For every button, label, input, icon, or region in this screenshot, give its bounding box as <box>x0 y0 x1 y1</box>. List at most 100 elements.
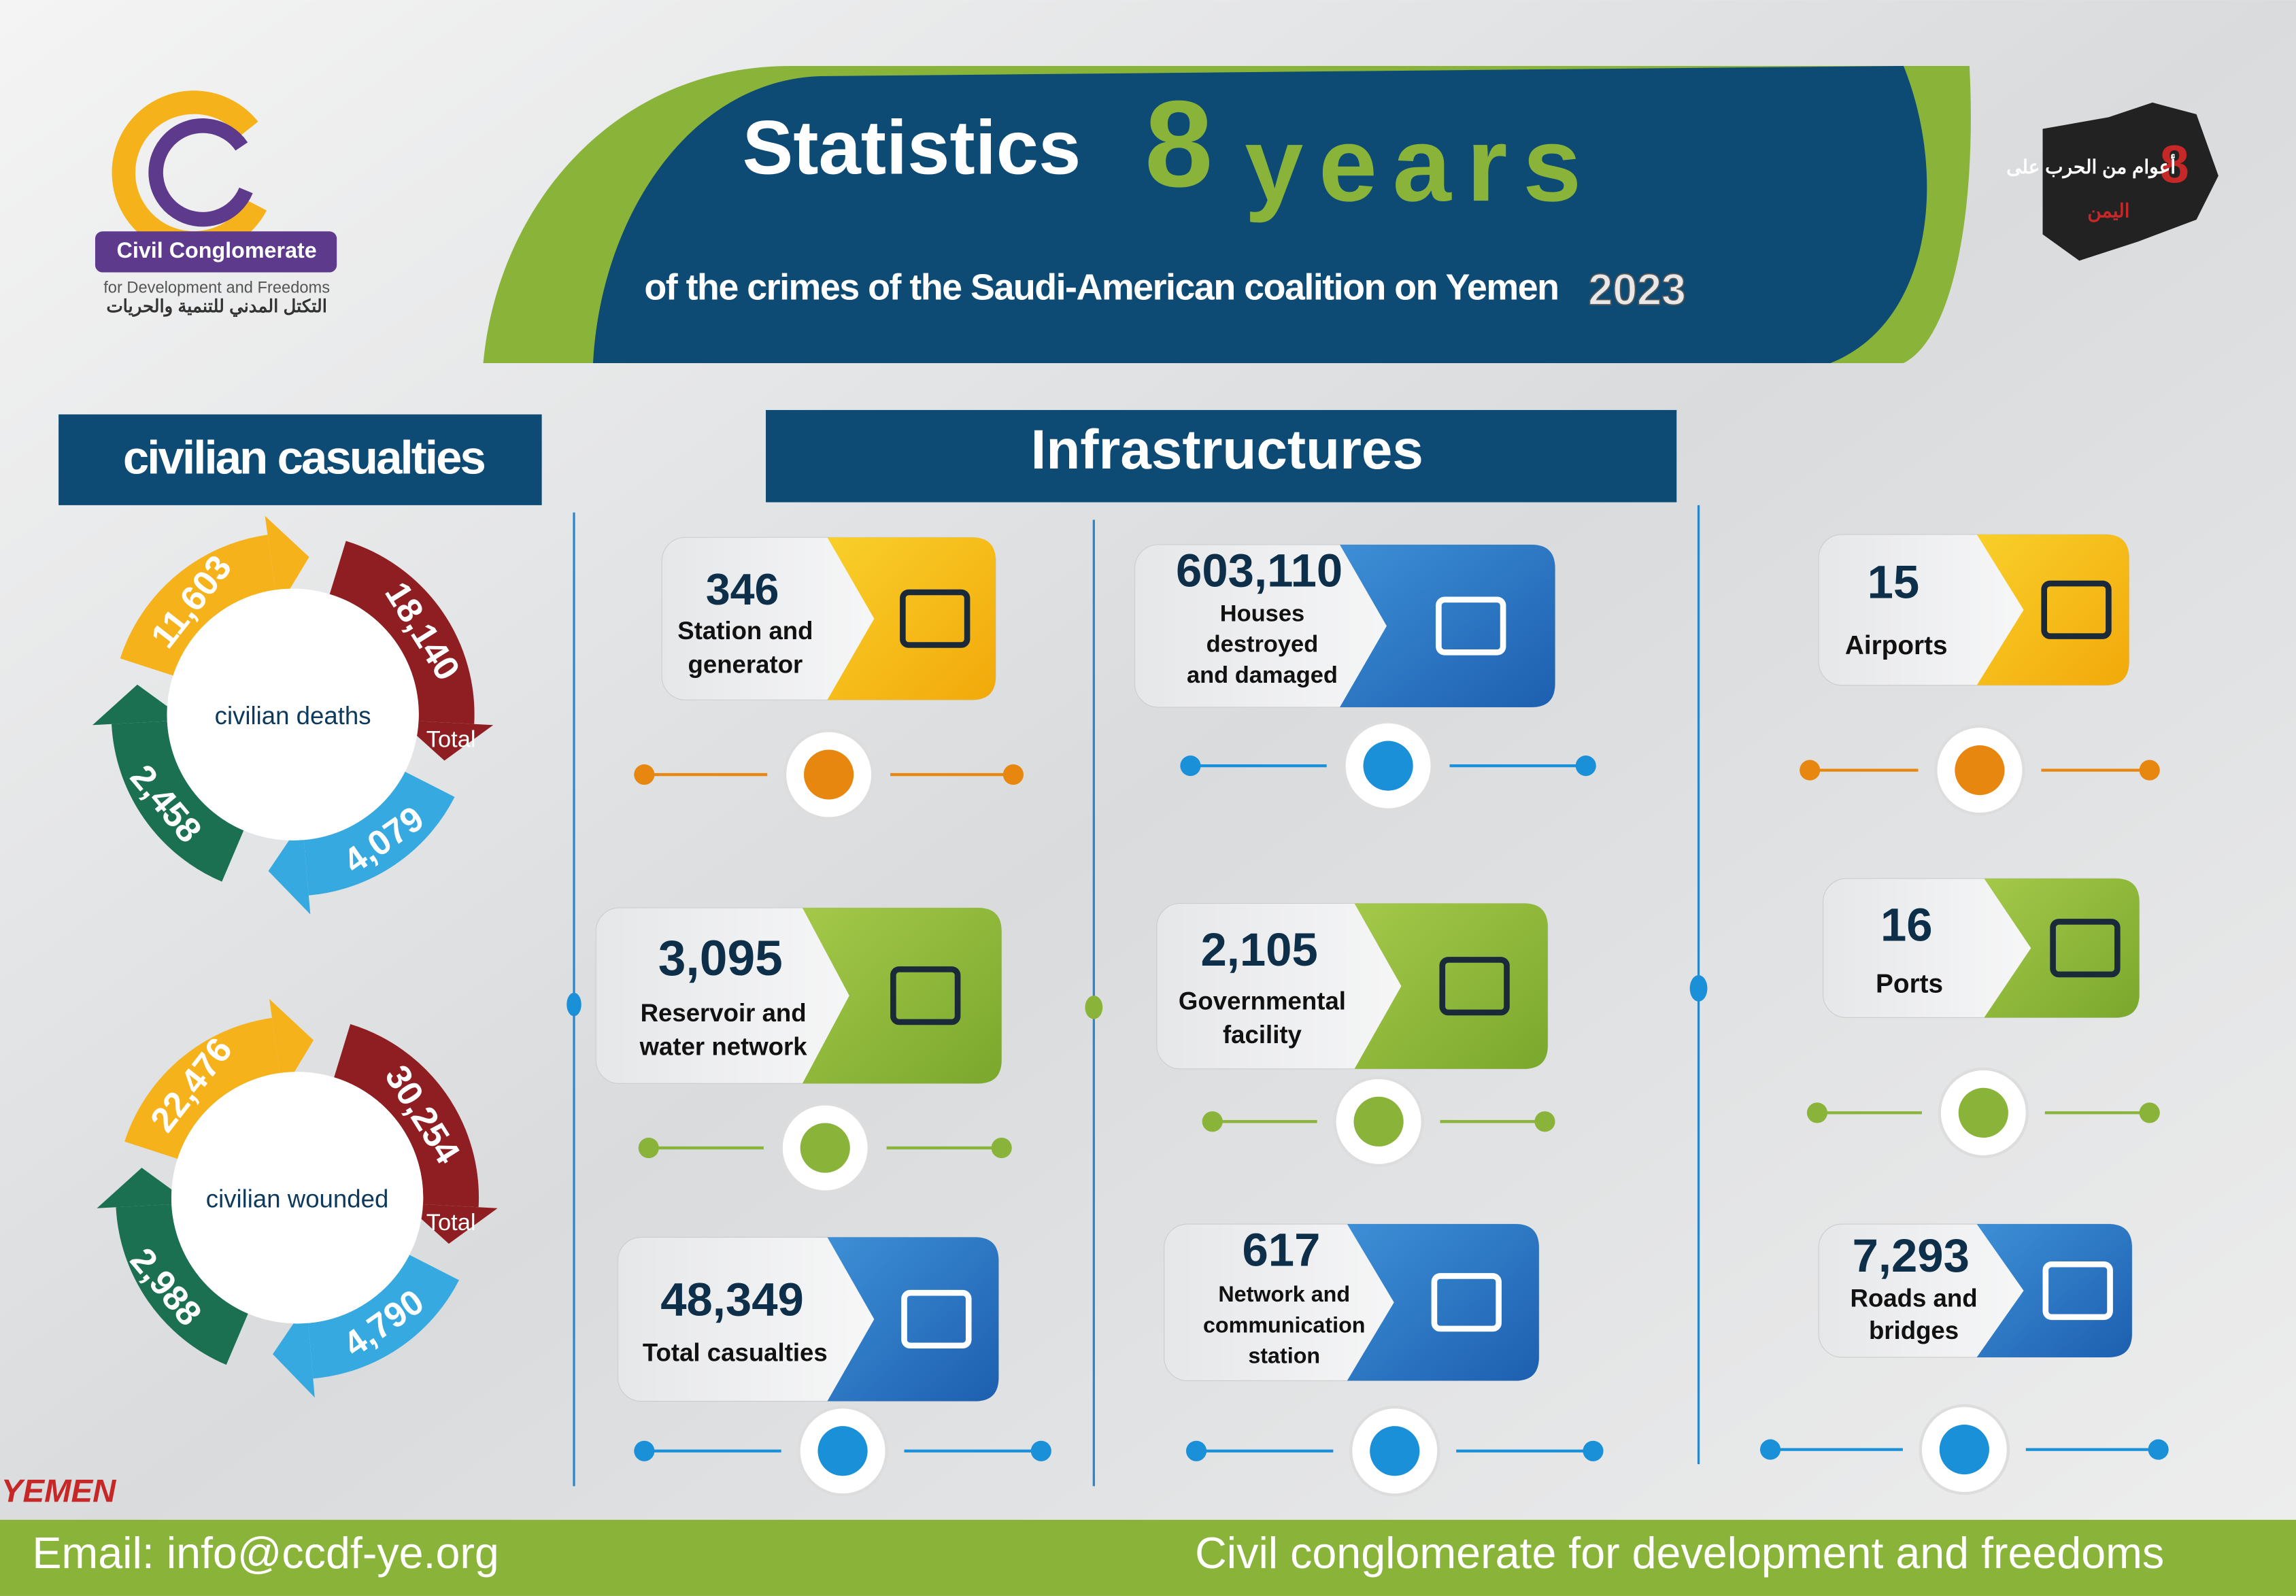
card-label: water network <box>639 1032 808 1060</box>
ring-segment <box>111 720 245 882</box>
title-word: years <box>1245 105 1581 223</box>
card-label: generator <box>688 650 803 678</box>
banner <box>592 65 1927 364</box>
ring-arrowhead <box>97 1168 191 1208</box>
connector-dot <box>2139 760 2160 781</box>
connector-dot <box>1180 755 1201 777</box>
card-accent <box>1984 878 2140 1018</box>
card-accent <box>827 1237 999 1402</box>
card-icon <box>901 1289 972 1349</box>
card-icon <box>2041 580 2112 639</box>
ring-arrowhead <box>273 1304 315 1398</box>
divider-dot <box>567 992 581 1017</box>
connector-dot <box>1534 1111 1555 1132</box>
connector-center <box>1955 745 2005 796</box>
badge-text: أعوام من الحرب على <box>2006 154 2176 179</box>
connector-dot <box>634 1440 655 1461</box>
card-label: Station and <box>677 617 813 645</box>
badge-map <box>2042 102 2218 261</box>
connector-dot <box>1800 760 1821 781</box>
card-accent <box>1347 1224 1539 1381</box>
card-icon <box>2050 919 2121 978</box>
card-label: Ports <box>1876 969 1943 998</box>
badge-number: 8 <box>2160 135 2189 194</box>
card-label: Network and <box>1218 1282 1350 1306</box>
ring-segment <box>333 1023 479 1208</box>
card-accent <box>1340 545 1555 708</box>
card-accent <box>1976 1224 2132 1357</box>
footer-bar <box>0 1519 2296 1596</box>
connector-center <box>1958 1087 2008 1138</box>
ring-center <box>171 1072 424 1324</box>
connector-dot <box>1583 1440 1604 1461</box>
footer-badge: YEMEN <box>1 1474 117 1510</box>
card-value: 48,349 <box>660 1274 804 1326</box>
connector-center <box>817 1426 868 1476</box>
ring-center <box>167 588 419 841</box>
connector-center <box>1370 1426 1420 1476</box>
ring-arrowhead <box>269 999 314 1092</box>
year: 2023 <box>1588 265 1686 314</box>
section-title: Infrastructures <box>1031 419 1423 481</box>
footer-email: Email: info@ccdf-ye.org <box>32 1529 499 1578</box>
card-label: facility <box>1223 1021 1302 1049</box>
card-accent <box>827 537 996 700</box>
connector-dot <box>1030 1440 1051 1461</box>
ring-segment <box>328 541 475 724</box>
card-accent <box>802 907 1002 1084</box>
ring-segment <box>307 1254 459 1379</box>
connector-center <box>800 1123 850 1173</box>
connector-dot <box>2148 1439 2169 1460</box>
connector-dot <box>1202 1111 1223 1132</box>
logo-box <box>95 231 337 273</box>
org-tagline: for Development and Freedoms <box>103 279 330 296</box>
card-icon <box>2042 1261 2113 1321</box>
card-label: destroyed <box>1206 632 1319 658</box>
ring-label: civilian deaths <box>215 702 371 730</box>
card-icon <box>890 966 961 1025</box>
badge-country: اليمن <box>2087 201 2129 223</box>
card-value: 7,293 <box>1853 1229 1970 1282</box>
card-icon <box>1431 1273 1502 1332</box>
connector-dot <box>1185 1440 1207 1461</box>
card-value: 16 <box>1880 898 1933 951</box>
ring-segment <box>116 1204 249 1365</box>
card-value: 617 <box>1242 1223 1320 1276</box>
card-value: 346 <box>706 565 779 614</box>
card-icon <box>1436 596 1506 656</box>
ring-arrowhead <box>268 821 311 915</box>
card-label: Total casualties <box>643 1338 828 1366</box>
connector-dot <box>634 764 655 785</box>
card-icon <box>1439 957 1510 1016</box>
connector-dot <box>1002 764 1024 785</box>
title: Statistics <box>743 105 1081 190</box>
title-number: 8 <box>1145 75 1213 213</box>
ring-total-label: Total <box>426 727 476 753</box>
card-accent <box>1354 903 1548 1069</box>
card-label: Houses <box>1220 600 1304 626</box>
card-label: bridges <box>1869 1317 1959 1344</box>
card-accent <box>1976 534 2129 685</box>
subtitle: of the crimes of the Saudi-American coal… <box>644 267 1559 308</box>
ring-arrowhead <box>404 1203 498 1244</box>
card-label: Airports <box>1845 631 1948 660</box>
card-value: 3,095 <box>658 930 783 986</box>
logo-arc <box>148 118 253 227</box>
footer-org: Civil conglomerate for development and f… <box>1195 1529 2164 1578</box>
connector-center <box>1939 1425 1989 1475</box>
ring-arrowhead <box>399 720 494 761</box>
card-value: 2,105 <box>1200 923 1317 976</box>
connector-center <box>1353 1096 1404 1147</box>
card-icon <box>900 589 970 648</box>
card-label: and damaged <box>1187 662 1338 688</box>
ring-total-label: Total <box>426 1210 476 1236</box>
ring-arrowhead <box>265 515 309 609</box>
connector-dot <box>2139 1102 2160 1123</box>
connector-dot <box>991 1138 1012 1159</box>
org-name: Civil Conglomerate <box>117 238 317 262</box>
ring-arrowhead <box>92 684 186 726</box>
ring-segment <box>120 534 276 677</box>
connector-dot <box>638 1138 659 1159</box>
